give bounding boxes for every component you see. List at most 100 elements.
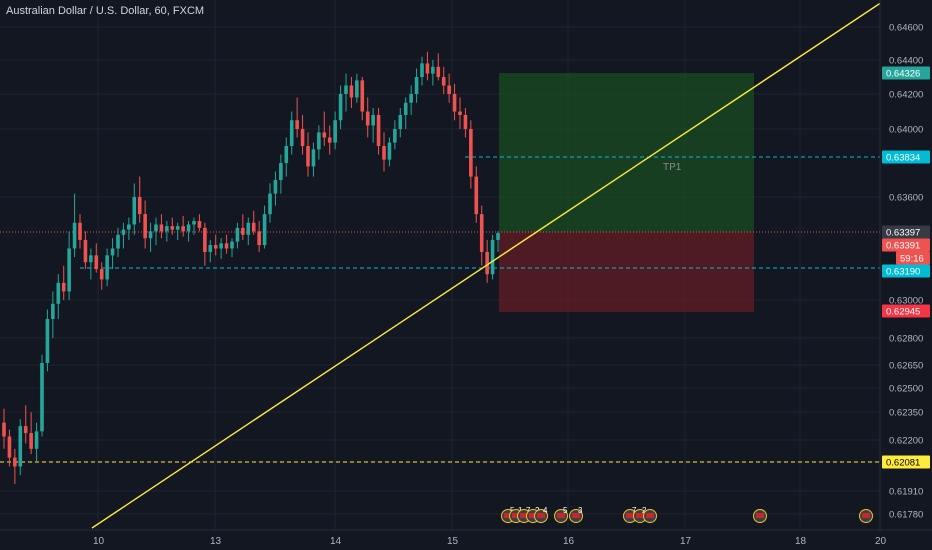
- event-flag-stripe: [520, 513, 528, 518]
- time-tick-label: 15: [447, 536, 459, 547]
- candle-body: [203, 227, 207, 252]
- candle-body: [40, 363, 44, 432]
- profit-zone[interactable]: [499, 73, 754, 232]
- price-tag-label: 0.62945: [886, 307, 920, 318]
- candle-body: [235, 227, 240, 242]
- candle-body: [165, 226, 169, 232]
- price-tag: [882, 455, 930, 469]
- event-count: 5: [563, 506, 568, 515]
- candle-body: [18, 426, 23, 467]
- time-tick-label: 18: [795, 536, 807, 547]
- candle-body: [295, 120, 299, 129]
- event-count: 7: [632, 506, 637, 515]
- price-tag-label: 59:16: [900, 254, 924, 265]
- candle-body: [213, 245, 218, 249]
- event-flag-stripe: [537, 513, 545, 518]
- candle-body: [181, 226, 185, 232]
- price-tag: [882, 304, 930, 318]
- candle-body: [257, 231, 261, 246]
- price-tick-label: 0.64600: [889, 23, 923, 34]
- time-tick-label: 13: [210, 536, 222, 547]
- event-count: 7: [526, 506, 531, 515]
- candle-body: [45, 319, 50, 363]
- candle-body: [159, 224, 164, 232]
- candle-body: [83, 239, 88, 263]
- candle-body: [382, 146, 386, 160]
- chart-title: Australian Dollar / U.S. Dollar, 60, FXC…: [6, 5, 204, 17]
- time-axis-background: [0, 530, 932, 550]
- loss-zone[interactable]: [499, 232, 754, 312]
- candle-body: [137, 197, 142, 215]
- event-flag-stripe: [557, 513, 565, 518]
- candle-body: [409, 94, 413, 103]
- event-count: 2: [642, 506, 647, 515]
- candle-body: [224, 243, 229, 249]
- event-flag-stripe: [626, 513, 634, 518]
- candle-body: [479, 214, 484, 252]
- candle-body: [72, 222, 77, 249]
- candle-body: [127, 224, 131, 230]
- candle-body: [262, 214, 267, 246]
- price-tick-label: 0.64000: [889, 125, 923, 136]
- price-tag: [882, 225, 930, 239]
- trend-line[interactable]: [91, 0, 886, 529]
- candle-body: [78, 222, 82, 240]
- time-axis[interactable]: 10 13 14 15 16 17 18 20: [0, 529, 932, 550]
- price-tag: [882, 66, 930, 80]
- candle-body: [344, 85, 348, 94]
- time-tick-label: 16: [563, 536, 575, 547]
- candle-body: [463, 115, 468, 129]
- event-flag-stripe: [529, 513, 537, 518]
- event-flag-stripe: [862, 513, 870, 518]
- candle-body: [496, 233, 500, 240]
- price-tick-label: 0.63600: [889, 193, 923, 204]
- candle-body: [154, 224, 158, 232]
- price-tag-label: 0.62081: [886, 458, 920, 469]
- event-flag-stripe: [636, 513, 644, 518]
- candle-body: [251, 222, 256, 232]
- candle-body: [452, 94, 457, 112]
- event-count: 4: [543, 506, 548, 515]
- candle-body: [268, 193, 272, 215]
- event-flag-stripe: [512, 513, 520, 518]
- candle-body: [56, 282, 61, 304]
- time-tick-label: 10: [93, 536, 105, 547]
- price-tick-label: 0.64400: [889, 56, 923, 67]
- candle-body: [414, 77, 419, 94]
- candle-body: [306, 146, 310, 167]
- time-tick-label: 14: [330, 536, 342, 547]
- candle-body: [34, 431, 39, 449]
- candle-body: [393, 129, 397, 143]
- event-count: 3: [578, 506, 583, 515]
- candle-body: [89, 255, 93, 263]
- candle-body: [148, 231, 153, 239]
- position-zones: [499, 73, 754, 312]
- candle-body: [246, 222, 251, 235]
- candle-body: [284, 146, 289, 163]
- candle-body: [474, 176, 479, 215]
- candle-body: [273, 180, 278, 194]
- candle-body: [116, 234, 120, 249]
- candle-body: [279, 163, 283, 180]
- candle-body: [99, 269, 104, 280]
- price-tick-label: 0.62650: [889, 361, 923, 372]
- candle-body: [289, 120, 294, 146]
- tp1-label: TP1: [663, 162, 682, 173]
- candlestick-series: [2, 51, 500, 485]
- candle-body: [420, 63, 424, 77]
- candle-body: [197, 221, 202, 228]
- candle-body: [105, 255, 109, 280]
- price-tag-label: 0.63834: [886, 153, 920, 164]
- candle-body: [403, 102, 408, 115]
- candle-body: [398, 115, 403, 129]
- candle-body: [322, 132, 327, 138]
- price-tag: [882, 238, 930, 252]
- price-tick-label: 0.61780: [889, 510, 923, 521]
- time-tick-label: 17: [680, 536, 692, 547]
- candle-body: [376, 115, 381, 146]
- candle-body: [338, 94, 343, 121]
- candle-body: [387, 142, 392, 160]
- candle-body: [13, 457, 17, 467]
